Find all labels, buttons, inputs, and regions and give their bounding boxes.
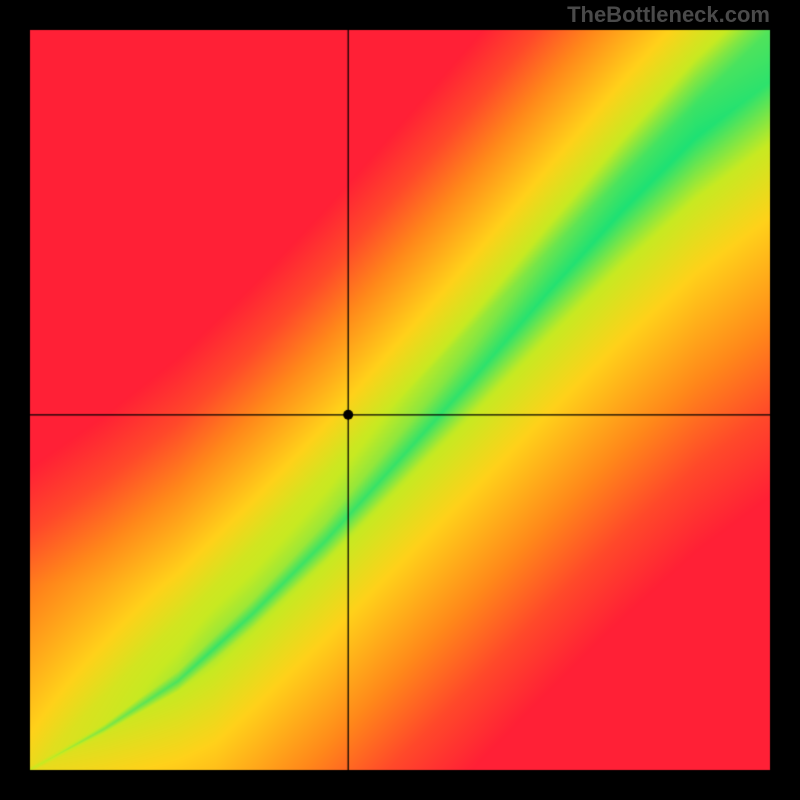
heatmap-canvas [0, 0, 800, 800]
chart-container: TheBottleneck.com [0, 0, 800, 800]
watermark-text: TheBottleneck.com [567, 2, 770, 28]
